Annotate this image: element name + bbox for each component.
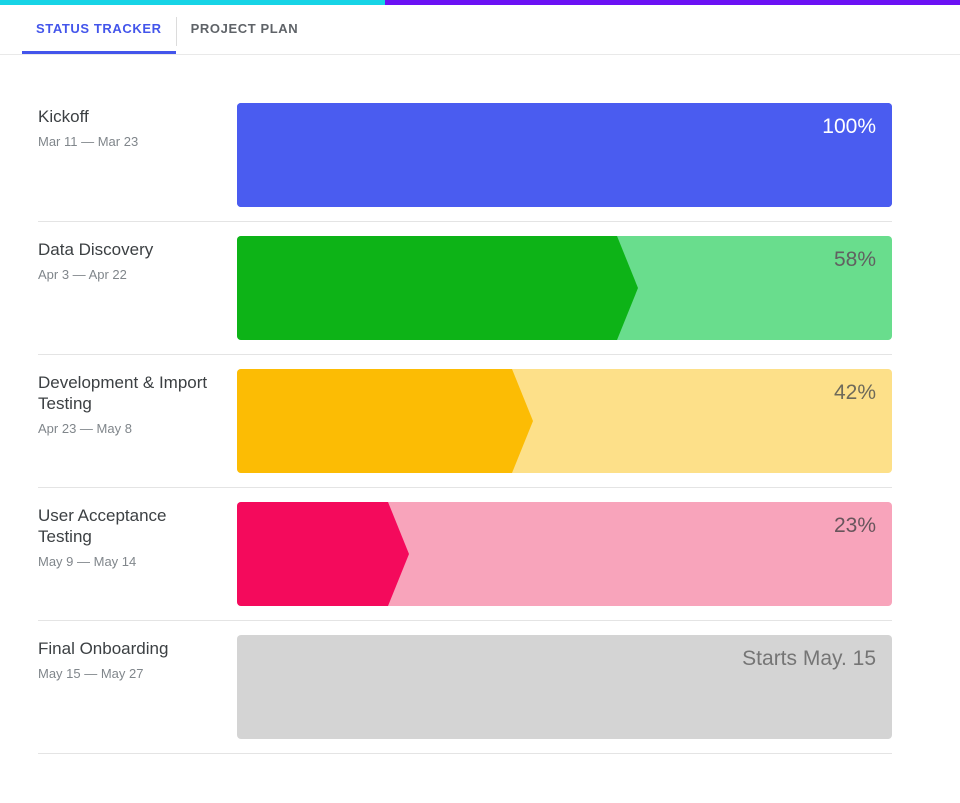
- row-label-block: Development & Import Testing Apr 23 — Ma…: [38, 369, 237, 473]
- phase-dates: May 9 — May 14: [38, 554, 137, 569]
- tab-status-tracker[interactable]: STATUS TRACKER: [22, 5, 176, 54]
- progress-bar: Starts May. 15: [237, 635, 892, 739]
- row-label-block: Data Discovery Apr 3 — Apr 22: [38, 236, 237, 340]
- progress-bar-fill: [237, 103, 892, 207]
- phase-dates: Apr 23 — May 8: [38, 421, 132, 436]
- tab-bar: STATUS TRACKER PROJECT PLAN: [0, 5, 960, 55]
- phase-dates: Mar 11 — Mar 23: [38, 134, 139, 149]
- progress-status-label: Starts May. 15: [742, 647, 876, 670]
- progress-percent-label: 100%: [822, 115, 876, 138]
- progress-bar: 23%: [237, 502, 892, 606]
- phase-title: User Acceptance Testing: [38, 506, 167, 546]
- progress-arrow-tip: [387, 502, 409, 606]
- accent-bar-cyan-segment: [0, 0, 385, 5]
- progress-arrow-tip: [616, 236, 638, 340]
- tab-project-plan-label: PROJECT PLAN: [190, 20, 299, 36]
- tab-separator: [175, 17, 177, 46]
- row-label-block: Kickoff Mar 11 — Mar 23: [38, 103, 237, 207]
- progress-bar: 100%: [237, 103, 892, 207]
- phase-title: Development & Import Testing: [38, 373, 208, 413]
- progress-percent-label: 42%: [833, 381, 876, 404]
- phase-dates: Apr 3 — Apr 22: [38, 267, 127, 282]
- progress-bar-fill: [237, 369, 892, 473]
- accent-bar-purple-segment: [385, 0, 960, 5]
- phase-title: Data Discovery: [38, 240, 154, 259]
- progress-bar-fill: [237, 236, 892, 340]
- phase-title: Final Onboarding: [38, 639, 169, 658]
- status-row-development-import-testing: Development & Import Testing Apr 23 — Ma…: [38, 355, 892, 488]
- tab-project-plan[interactable]: PROJECT PLAN: [177, 5, 313, 54]
- progress-bar: 58%: [237, 236, 892, 340]
- progress-bar-fill: [237, 502, 892, 606]
- row-label-block: User Acceptance Testing May 9 — May 14: [38, 502, 237, 606]
- status-row-kickoff: Kickoff Mar 11 — Mar 23 100%: [38, 55, 892, 222]
- phase-dates: May 15 — May 27: [38, 666, 144, 681]
- progress-arrow-tip: [512, 369, 534, 473]
- progress-percent-label: 23%: [833, 514, 876, 537]
- status-tracker-panel: Kickoff Mar 11 — Mar 23 100% Data Discov…: [38, 55, 892, 754]
- row-label-block: Final Onboarding May 15 — May 27: [38, 635, 237, 739]
- status-row-final-onboarding: Final Onboarding May 15 — May 27 Starts …: [38, 621, 892, 754]
- status-row-user-acceptance-testing: User Acceptance Testing May 9 — May 14 2…: [38, 488, 892, 621]
- phase-title: Kickoff: [38, 107, 89, 126]
- tab-status-tracker-label: STATUS TRACKER: [36, 20, 162, 36]
- status-row-data-discovery: Data Discovery Apr 3 — Apr 22 58%: [38, 222, 892, 355]
- progress-bar: 42%: [237, 369, 892, 473]
- progress-percent-label: 58%: [833, 248, 876, 271]
- top-accent-bar: [0, 0, 960, 5]
